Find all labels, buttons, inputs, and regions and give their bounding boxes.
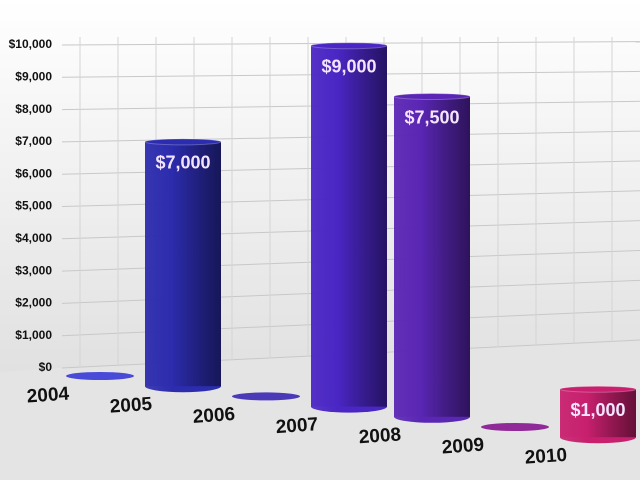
y-tick-label: $7,000 xyxy=(15,134,52,148)
y-tick-label: $9,000 xyxy=(15,69,52,83)
y-tick-label: $4,000 xyxy=(15,231,52,245)
bar-top xyxy=(393,93,471,101)
y-tick-label: $1,000 xyxy=(15,328,52,342)
x-tick-label: 2005 xyxy=(109,394,153,418)
x-tick-label: 2007 xyxy=(275,414,319,438)
y-tick-label: $3,000 xyxy=(15,263,52,277)
bar-top xyxy=(310,42,388,50)
y-tick-label: $2,000 xyxy=(15,296,52,310)
bar-top xyxy=(144,138,222,146)
bar xyxy=(66,372,134,380)
value-label: $1,000 xyxy=(570,400,625,420)
value-label: $7,500 xyxy=(404,107,459,127)
value-label: $7,000 xyxy=(155,153,210,173)
x-tick-label: 2004 xyxy=(26,384,70,408)
x-tick-label: 2008 xyxy=(358,424,402,448)
y-tick-label: $8,000 xyxy=(15,102,52,116)
bar xyxy=(232,392,300,401)
bar-top xyxy=(559,385,637,393)
x-tick-label: 2009 xyxy=(441,435,485,459)
x-tick-label: 2006 xyxy=(192,404,236,428)
bar xyxy=(481,423,549,431)
y-tick-label: $6,000 xyxy=(15,166,52,180)
value-label: $9,000 xyxy=(321,56,376,76)
y-tick-label: $0 xyxy=(39,360,53,374)
x-tick-label: 2010 xyxy=(524,445,568,469)
y-tick-label: $10,000 xyxy=(9,37,53,51)
y-tick-label: $5,000 xyxy=(15,199,52,213)
